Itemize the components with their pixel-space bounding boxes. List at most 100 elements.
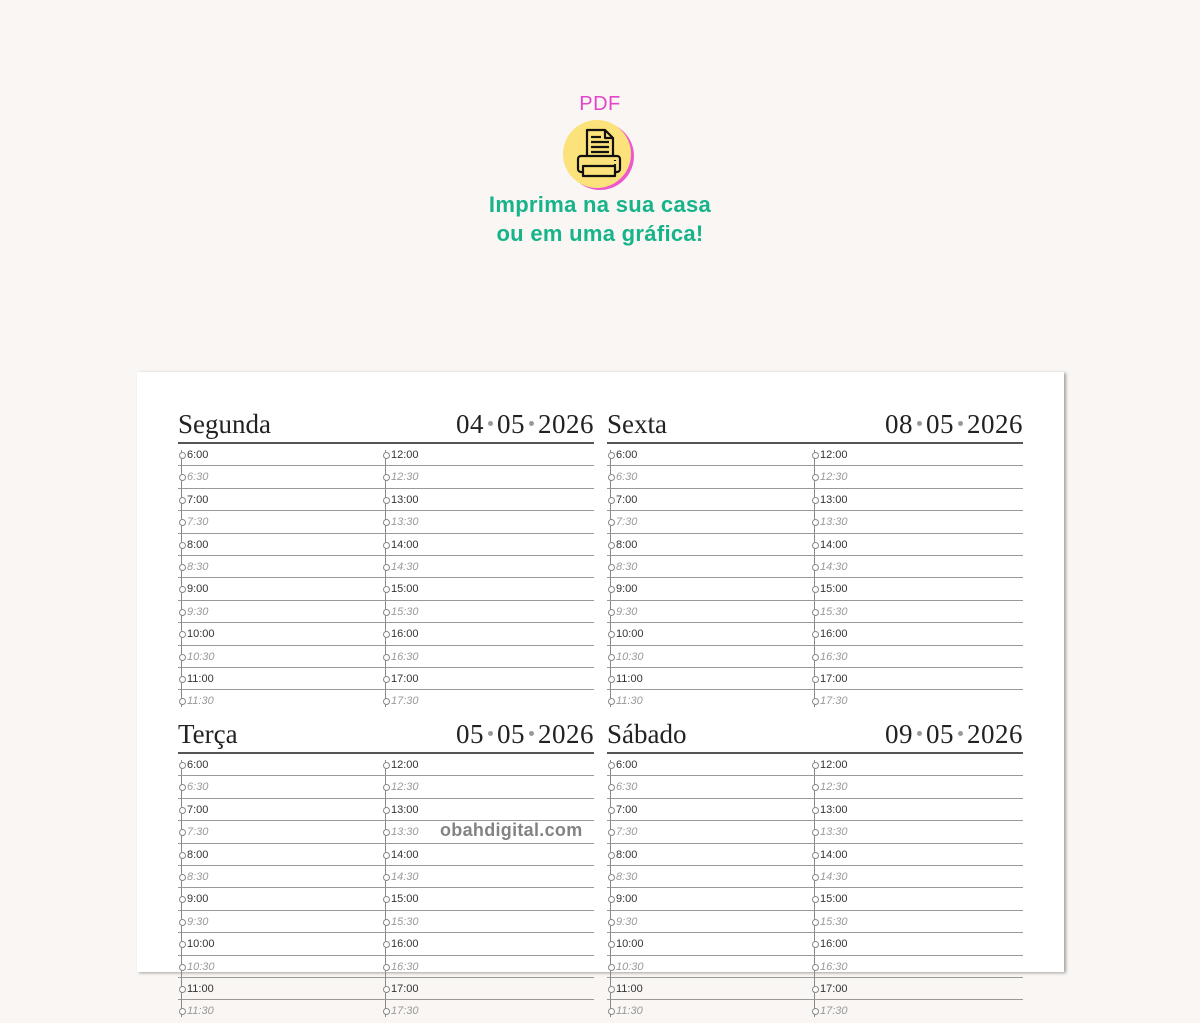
time-slot: 9:00 — [608, 578, 637, 600]
time-row[interactable]: 6:00 12:00 — [607, 754, 1023, 777]
time-label: 17:00 — [820, 672, 848, 685]
time-label: 16:00 — [391, 938, 419, 951]
time-row[interactable]: 7:00 13:00 — [178, 489, 594, 512]
time-label: 8:30 — [616, 870, 638, 883]
circle-marker-icon — [608, 631, 615, 639]
time-row[interactable]: 6:30 12:30 — [178, 776, 594, 799]
time-row[interactable]: 8:00 14:00 — [607, 534, 1023, 556]
time-row[interactable]: 10:30 16:30 — [607, 956, 1023, 978]
time-row[interactable]: 9:00 15:00 — [607, 888, 1023, 911]
time-slot: 13:00 — [812, 799, 848, 821]
time-row[interactable]: 10:30 16:30 — [178, 646, 594, 668]
time-row[interactable]: 7:30 13:30 — [178, 511, 594, 534]
time-row[interactable]: 10:00 16:00 — [178, 933, 594, 956]
time-slot: 16:30 — [812, 956, 848, 978]
time-slot: 8:00 — [179, 534, 208, 556]
time-label: 14:00 — [391, 848, 419, 861]
time-slot: 6:00 — [608, 754, 637, 776]
time-row[interactable]: 11:30 17:30 — [178, 690, 594, 712]
time-label: 8:00 — [616, 848, 638, 861]
time-row[interactable]: 6:00 12:00 — [178, 754, 594, 777]
time-row[interactable]: 6:30 12:30 — [607, 466, 1023, 489]
time-slot: 10:30 — [179, 956, 215, 978]
time-row[interactable]: 11:00 17:00 — [178, 978, 594, 1001]
time-row[interactable]: 9:00 15:00 — [178, 578, 594, 601]
date-day: 08 — [885, 409, 913, 439]
time-row[interactable]: 11:00 17:00 — [607, 668, 1023, 691]
time-row[interactable]: 11:00 17:00 — [607, 978, 1023, 1001]
time-row[interactable]: 7:00 13:00 — [607, 489, 1023, 512]
time-slot: 8:00 — [179, 844, 208, 866]
time-row[interactable]: 8:00 14:00 — [607, 844, 1023, 866]
time-row[interactable]: 9:30 15:30 — [607, 911, 1023, 934]
time-row[interactable]: 8:30 14:30 — [607, 866, 1023, 889]
time-label: 10:00 — [616, 938, 644, 951]
time-row[interactable]: 6:00 12:00 — [607, 444, 1023, 467]
time-row[interactable]: 8:00 14:00 — [178, 534, 594, 556]
circle-marker-icon — [179, 963, 186, 971]
time-row[interactable]: 7:30 13:30 — [607, 511, 1023, 534]
time-label: 12:30 — [820, 781, 848, 794]
time-row[interactable]: 6:00 12:00 — [178, 444, 594, 467]
time-slot: 7:30 — [179, 821, 208, 843]
circle-marker-icon — [383, 452, 390, 459]
time-row[interactable]: 8:30 14:30 — [178, 866, 594, 889]
circle-marker-icon — [179, 985, 186, 993]
time-label: 7:00 — [616, 803, 638, 816]
time-row[interactable]: 6:30 12:30 — [607, 776, 1023, 799]
circle-marker-icon — [812, 963, 819, 971]
day-name: Segunda — [178, 409, 271, 439]
time-slot: 16:00 — [812, 623, 848, 645]
time-slot: 15:30 — [383, 601, 419, 623]
time-row[interactable]: 7:30 13:30 — [607, 821, 1023, 844]
time-row[interactable]: 10:30 16:30 — [607, 646, 1023, 668]
circle-marker-icon — [608, 698, 615, 706]
time-slot: 6:30 — [179, 466, 208, 488]
time-row[interactable]: 9:30 15:30 — [178, 911, 594, 934]
circle-marker-icon — [608, 519, 615, 527]
day-section: Sábado 09 05 2026 6:00 12:00 6:30 12:30 7:… — [607, 718, 1023, 1023]
time-label: 12:30 — [391, 471, 419, 484]
time-row[interactable]: 6:30 12:30 — [178, 466, 594, 489]
day-section: Terça 05 05 2026 6:00 12:00 6:30 12:30 7:0… — [178, 718, 594, 1023]
time-row[interactable]: 7:30 13:30 — [178, 821, 594, 844]
time-slot: 12:30 — [383, 466, 419, 488]
time-row[interactable]: 11:30 17:30 — [607, 1000, 1023, 1022]
circle-marker-icon — [179, 873, 186, 881]
time-label: 8:30 — [187, 870, 209, 883]
time-row[interactable]: 9:30 15:30 — [607, 601, 1023, 624]
time-slot: 6:00 — [608, 444, 637, 466]
time-row[interactable]: 7:00 13:00 — [178, 799, 594, 822]
time-row[interactable]: 10:30 16:30 — [178, 956, 594, 978]
time-slot: 10:00 — [608, 623, 644, 645]
time-row[interactable]: 8:30 14:30 — [607, 556, 1023, 579]
day-header: Sábado 09 05 2026 — [607, 718, 1023, 754]
date-day: 05 — [456, 719, 484, 749]
circle-marker-icon — [812, 873, 819, 881]
time-row[interactable]: 11:00 17:00 — [178, 668, 594, 691]
date-separator — [958, 421, 963, 427]
time-row[interactable]: 10:00 16:00 — [607, 623, 1023, 646]
time-label: 8:30 — [187, 560, 209, 573]
time-row[interactable]: 9:30 15:30 — [178, 601, 594, 624]
time-row[interactable]: 9:00 15:00 — [178, 888, 594, 911]
time-row[interactable]: 8:00 14:00 — [178, 844, 594, 866]
date-separator — [529, 731, 534, 737]
time-row[interactable]: 10:00 16:00 — [178, 623, 594, 646]
circle-marker-icon — [608, 675, 615, 683]
time-row[interactable]: 10:00 16:00 — [607, 933, 1023, 956]
time-row[interactable]: 11:30 17:30 — [607, 690, 1023, 712]
time-row[interactable]: 9:00 15:00 — [607, 578, 1023, 601]
circle-marker-icon — [812, 586, 819, 594]
time-slot: 12:30 — [812, 776, 848, 798]
time-slot: 17:00 — [812, 978, 848, 1000]
date-separator — [958, 731, 963, 737]
circle-marker-icon — [812, 519, 819, 527]
time-row[interactable]: 8:30 14:30 — [178, 556, 594, 579]
circle-marker-icon — [179, 631, 186, 639]
time-row[interactable]: 7:00 13:00 — [607, 799, 1023, 822]
time-row[interactable]: 11:30 17:30 — [178, 1000, 594, 1022]
time-slot: 16:00 — [383, 933, 419, 955]
circle-marker-icon — [608, 541, 615, 549]
time-label: 15:00 — [391, 583, 419, 596]
